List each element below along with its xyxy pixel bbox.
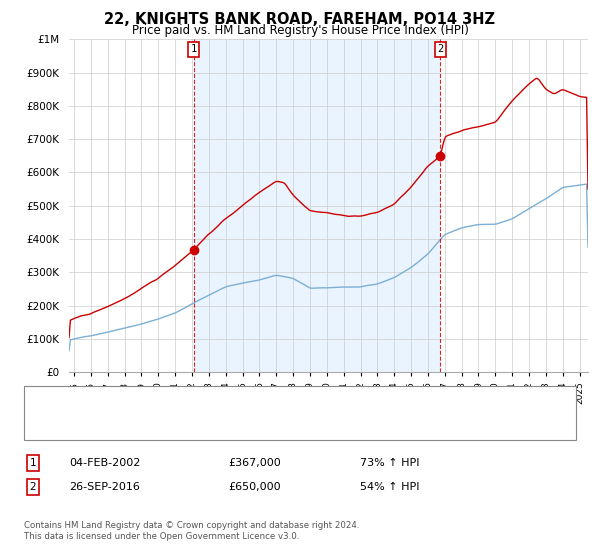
Text: Price paid vs. HM Land Registry's House Price Index (HPI): Price paid vs. HM Land Registry's House … <box>131 24 469 37</box>
Text: 2: 2 <box>437 44 443 54</box>
Text: £367,000: £367,000 <box>228 458 281 468</box>
Text: 2: 2 <box>29 482 37 492</box>
Text: 1: 1 <box>190 44 197 54</box>
Text: 73% ↑ HPI: 73% ↑ HPI <box>360 458 419 468</box>
Text: Contains HM Land Registry data © Crown copyright and database right 2024.: Contains HM Land Registry data © Crown c… <box>24 521 359 530</box>
Text: 54% ↑ HPI: 54% ↑ HPI <box>360 482 419 492</box>
Text: 04-FEB-2002: 04-FEB-2002 <box>69 458 140 468</box>
Text: 22, KNIGHTS BANK ROAD, FAREHAM, PO14 3HZ: 22, KNIGHTS BANK ROAD, FAREHAM, PO14 3HZ <box>104 12 496 27</box>
Text: £650,000: £650,000 <box>228 482 281 492</box>
Text: HPI: Average price, detached house, Fareham: HPI: Average price, detached house, Fare… <box>75 419 313 430</box>
Text: 1: 1 <box>29 458 37 468</box>
Text: 26-SEP-2016: 26-SEP-2016 <box>69 482 140 492</box>
Bar <box>194 39 440 372</box>
Text: 22, KNIGHTS BANK ROAD, FAREHAM, PO14 3HZ (detached house): 22, KNIGHTS BANK ROAD, FAREHAM, PO14 3HZ… <box>75 396 417 407</box>
Text: This data is licensed under the Open Government Licence v3.0.: This data is licensed under the Open Gov… <box>24 532 299 541</box>
